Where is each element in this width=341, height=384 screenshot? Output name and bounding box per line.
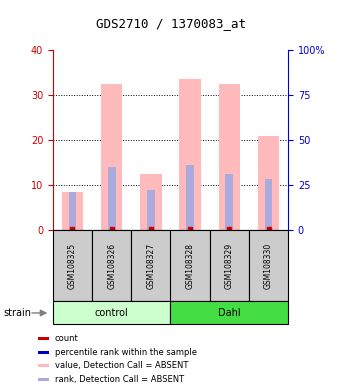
Text: GDS2710 / 1370083_at: GDS2710 / 1370083_at: [95, 17, 246, 30]
Bar: [101, 84, 122, 230]
Bar: [108, 167, 116, 230]
Bar: [225, 174, 233, 230]
Bar: [39, 378, 49, 381]
Text: Dahl: Dahl: [218, 308, 241, 318]
Text: percentile rank within the sample: percentile rank within the sample: [55, 348, 197, 357]
Bar: [210, 230, 249, 301]
Bar: [249, 230, 288, 301]
Bar: [92, 230, 131, 301]
Bar: [39, 351, 49, 354]
Text: value, Detection Call = ABSENT: value, Detection Call = ABSENT: [55, 361, 188, 370]
Bar: [39, 364, 49, 367]
Text: GSM108325: GSM108325: [68, 243, 77, 289]
Bar: [265, 179, 272, 230]
Text: strain: strain: [3, 308, 31, 318]
Text: rank, Detection Call = ABSENT: rank, Detection Call = ABSENT: [55, 375, 184, 384]
Bar: [131, 230, 170, 301]
Bar: [186, 165, 194, 230]
Text: GSM108326: GSM108326: [107, 243, 116, 289]
Bar: [39, 337, 49, 340]
Bar: [62, 192, 83, 230]
Text: GSM108329: GSM108329: [225, 243, 234, 289]
Bar: [170, 301, 288, 324]
Text: count: count: [55, 334, 78, 343]
Bar: [140, 174, 162, 230]
Bar: [53, 301, 170, 324]
Text: GSM108327: GSM108327: [146, 243, 155, 289]
Bar: [69, 192, 76, 230]
Bar: [219, 84, 240, 230]
Bar: [258, 136, 279, 230]
Bar: [147, 190, 155, 230]
Bar: [53, 230, 92, 301]
Text: GSM108328: GSM108328: [186, 243, 195, 289]
Text: GSM108330: GSM108330: [264, 243, 273, 289]
Bar: [170, 230, 210, 301]
Text: control: control: [95, 308, 129, 318]
Bar: [179, 79, 201, 230]
